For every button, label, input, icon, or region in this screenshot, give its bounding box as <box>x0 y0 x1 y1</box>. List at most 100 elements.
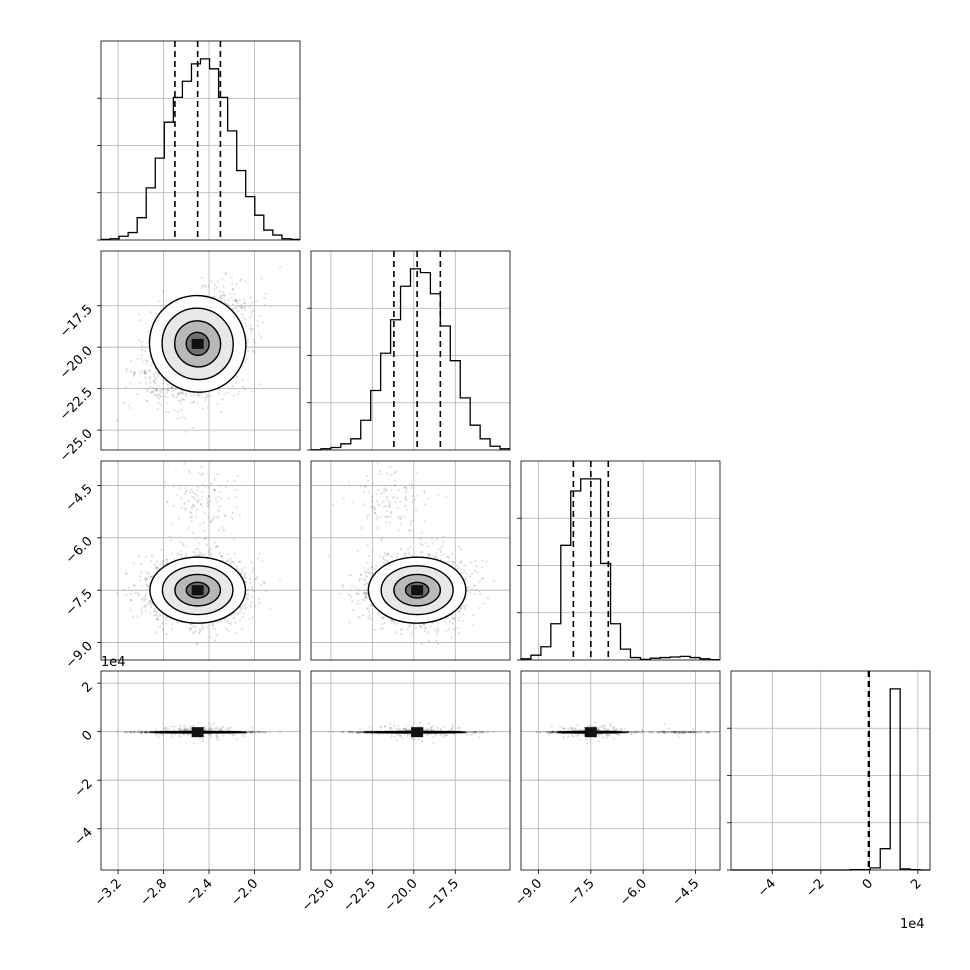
sample-point <box>219 497 222 500</box>
sample-point <box>222 290 225 294</box>
sample-point <box>226 620 229 623</box>
sample-point <box>184 490 187 493</box>
sample-point <box>151 554 154 558</box>
sample-point <box>219 555 223 558</box>
sample-point <box>197 472 201 475</box>
sample-point <box>175 396 178 399</box>
sample-point <box>200 503 203 506</box>
sample-point <box>158 392 161 395</box>
sample-point <box>199 551 203 554</box>
sample-point <box>146 359 150 363</box>
sample-point <box>258 552 261 555</box>
sample-point <box>146 577 149 580</box>
sample-point <box>146 331 149 334</box>
sample-point <box>229 622 233 626</box>
sample-point <box>153 610 156 613</box>
sample-point <box>256 319 259 322</box>
sample-point <box>161 560 164 563</box>
sample-point <box>153 563 156 566</box>
sample-point <box>232 394 236 397</box>
sample-point <box>237 613 240 616</box>
sample-point <box>230 276 233 279</box>
sample-point <box>153 393 156 396</box>
sample-point <box>251 570 254 573</box>
sample-point <box>244 606 248 609</box>
sample-point <box>231 288 235 291</box>
sample-point <box>124 572 128 575</box>
sample-point <box>170 622 173 626</box>
sample-point <box>139 357 143 360</box>
sample-point <box>234 298 237 301</box>
sample-point <box>143 371 146 374</box>
sample-point <box>185 545 188 548</box>
sample-point <box>214 545 217 548</box>
sample-point <box>155 387 159 390</box>
sample-point <box>215 633 218 637</box>
sample-point <box>231 518 234 521</box>
sample-point <box>215 516 218 519</box>
sample-point <box>153 613 156 617</box>
sample-point <box>254 605 257 608</box>
sample-point <box>200 495 204 498</box>
sample-point <box>209 394 212 398</box>
sample-point <box>145 400 148 403</box>
sample-point <box>160 548 163 551</box>
sample-point <box>178 486 181 490</box>
sample-point <box>157 401 160 405</box>
sample-point <box>182 398 185 401</box>
sample-point <box>160 388 163 391</box>
sample-point <box>183 501 186 504</box>
sample-point <box>250 585 254 588</box>
sample-point <box>133 584 136 587</box>
sample-point <box>154 613 157 616</box>
sample-point <box>216 403 219 406</box>
sample-point <box>261 581 265 584</box>
sample-point <box>129 592 132 595</box>
sample-point <box>179 541 182 544</box>
sample-point <box>220 294 223 297</box>
sample-point <box>158 300 161 303</box>
sample-point <box>194 492 197 496</box>
sample-point <box>212 295 215 299</box>
sample-point <box>231 282 234 285</box>
sample-point <box>212 624 215 627</box>
sample-point <box>194 625 198 628</box>
sample-point <box>257 324 260 328</box>
sample-point <box>125 370 128 373</box>
sample-point <box>158 625 161 628</box>
histogram-3 <box>731 688 930 871</box>
sample-point <box>269 305 272 308</box>
sample-point <box>223 392 226 396</box>
sample-point <box>131 370 135 374</box>
sample-point <box>241 627 244 631</box>
sample-point <box>227 497 230 500</box>
sample-point <box>170 385 174 389</box>
sample-point <box>145 604 148 607</box>
sample-point <box>165 558 168 561</box>
sample-point <box>176 394 179 397</box>
sample-point <box>204 485 207 488</box>
sample-point <box>242 306 246 309</box>
sample-point <box>136 615 139 618</box>
sample-point <box>183 503 186 506</box>
sample-point <box>184 394 187 397</box>
sample-point <box>207 285 210 288</box>
sample-point <box>231 385 234 388</box>
sample-point <box>170 386 173 390</box>
sample-point <box>176 417 179 420</box>
sample-point <box>235 381 238 384</box>
sample-point <box>165 388 168 391</box>
sample-point <box>232 617 236 620</box>
sample-point <box>192 632 195 635</box>
sample-point <box>214 497 217 500</box>
sample-point <box>139 579 142 582</box>
sample-point <box>238 390 241 393</box>
sample-point <box>278 265 282 269</box>
sample-point <box>210 624 213 627</box>
sample-point <box>212 627 215 630</box>
sample-point <box>155 393 158 396</box>
sample-point <box>200 286 204 289</box>
sample-point <box>140 609 143 612</box>
sample-point <box>180 402 183 405</box>
sample-point <box>201 554 204 557</box>
